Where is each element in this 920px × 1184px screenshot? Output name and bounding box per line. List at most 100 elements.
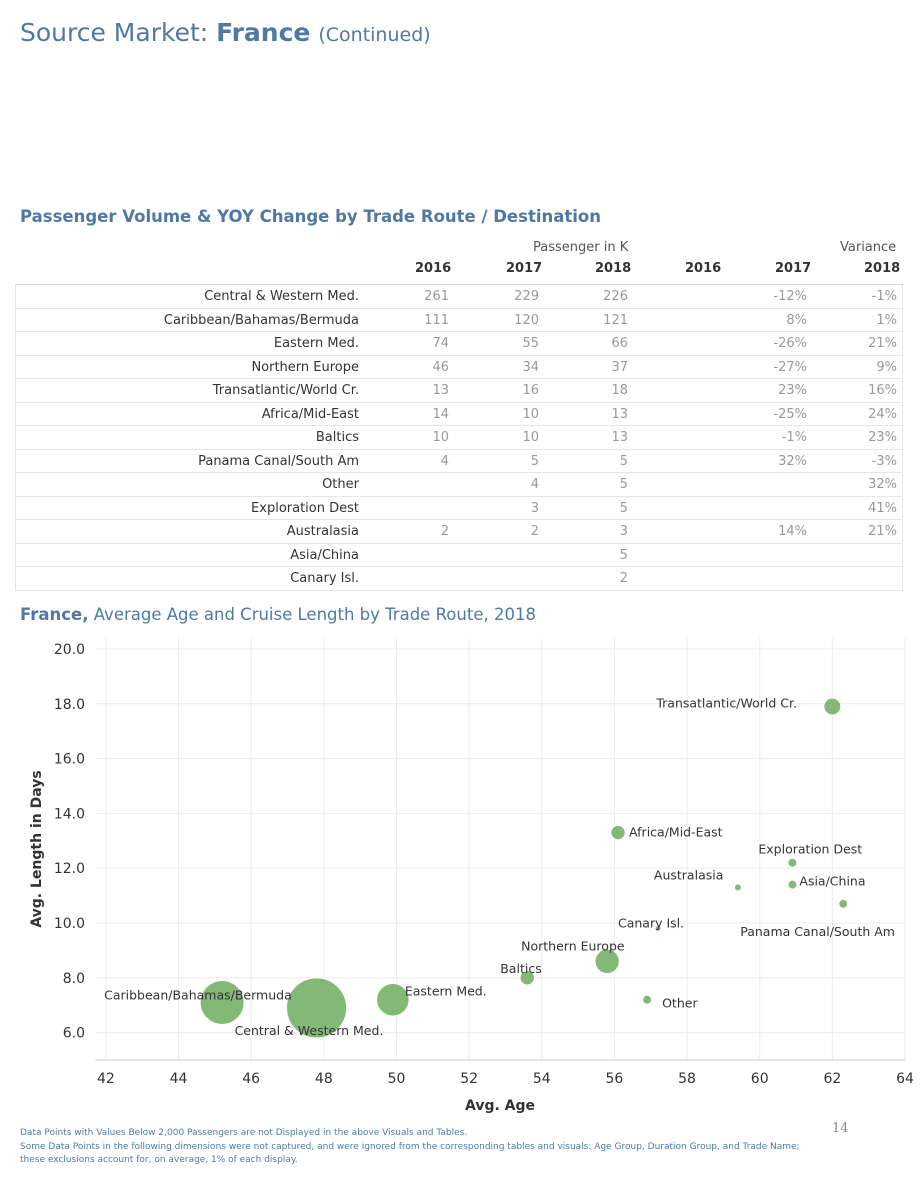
point-label: Central & Western Med.	[235, 1023, 384, 1038]
value-cell: 14	[432, 406, 449, 422]
data-point	[733, 883, 742, 892]
value-cell: 66	[611, 336, 628, 351]
route-name-cell: Transatlantic/World Cr.	[212, 383, 359, 398]
table-row: Asia/China 5	[15, 543, 903, 567]
x-tick-label: 56	[606, 1071, 624, 1087]
value-cell: 23%	[868, 430, 897, 445]
value-cell: 120	[514, 312, 539, 328]
year-header: 2018	[595, 261, 632, 276]
value-cell: 4	[530, 477, 539, 492]
y-tick-label: 10.0	[54, 916, 85, 932]
value-cell: 13	[432, 383, 449, 398]
value-cell: 5	[619, 500, 628, 516]
value-cell: 5	[619, 547, 628, 563]
point-label: Canary Isl.	[618, 915, 684, 930]
x-tick-label: 46	[242, 1071, 260, 1087]
x-tick-label: 42	[97, 1071, 115, 1087]
x-tick-label: 54	[533, 1071, 551, 1087]
table-row: Baltics 10 10 13 -1% 23%	[15, 426, 903, 450]
value-cell: 8%	[786, 312, 807, 328]
value-cell: 21%	[868, 336, 897, 351]
value-cell: 121	[603, 312, 628, 328]
value-cell: 10	[432, 430, 449, 445]
value-cell: 13	[611, 430, 628, 445]
value-cell: 32%	[868, 477, 897, 492]
x-tick-label: 50	[388, 1071, 406, 1087]
point-label: Transatlantic/World Cr.	[655, 696, 797, 711]
value-cell: 3	[619, 524, 628, 539]
value-cell: 9%	[876, 359, 897, 375]
value-cell: 41%	[868, 500, 897, 516]
point-label: Asia/China	[799, 874, 865, 889]
value-cell: -1%	[871, 289, 897, 304]
table-row: Africa/Mid-East 14 10 13 -25% 24%	[15, 402, 903, 426]
year-header: 2017	[775, 261, 812, 276]
table-row: Central & Western Med. 261 229 226 -12% -1%	[15, 285, 903, 309]
x-tick-label: 58	[678, 1071, 696, 1087]
year-header: 2016	[415, 261, 452, 276]
footnote-2: Some Data Points in the following dimens…	[20, 1142, 800, 1152]
value-cell: 5	[619, 453, 628, 469]
data-point	[642, 994, 653, 1005]
table-row: Other 4 5 32%	[15, 473, 903, 497]
table-row: Northern Europe 46 34 37 -27% 9%	[15, 355, 903, 379]
value-cell: 226	[603, 289, 628, 304]
route-name-cell: Other	[322, 477, 359, 492]
value-cell: 23%	[778, 383, 807, 398]
chart-title-market: France,	[20, 605, 89, 624]
value-cell: 55	[522, 336, 539, 351]
scatter-chart: 42 44 46 48 50 52 54 56 58 60 62 64 6.0 8.0 10.0 12.0 14…	[29, 638, 914, 1114]
table-group-header: Passenger in K Variance	[15, 240, 903, 262]
data-point	[823, 697, 842, 716]
value-cell: 46	[432, 359, 449, 375]
point-label: Exploration Dest	[758, 842, 862, 857]
value-cell: 32%	[778, 453, 807, 469]
route-name-cell: Central & Western Med.	[204, 289, 359, 304]
value-cell: 2	[619, 571, 628, 586]
table-body: Central & Western Med. 261 229 226 -12% -1% Ca…	[15, 284, 903, 591]
group-passenger-label: Passenger in K	[533, 240, 629, 255]
value-cell: 111	[424, 312, 449, 328]
group-variance-label: Variance	[840, 240, 897, 255]
value-cell: 261	[424, 289, 449, 304]
value-cell: 4	[440, 453, 449, 469]
chart-title-rest: Average Age and Cruise Length by Trade R…	[88, 605, 536, 624]
chart-section-title: France, Average Age and Cruise Length by…	[20, 605, 536, 624]
title-suffix: (Continued)	[318, 24, 431, 46]
data-point	[838, 898, 849, 909]
data-point	[286, 977, 348, 1039]
data-point	[610, 824, 626, 841]
data-point	[519, 970, 535, 986]
route-name-cell: Northern Europe	[251, 359, 359, 375]
footnote-3: these exclusions account for, on average…	[20, 1155, 298, 1165]
table-row: Caribbean/Bahamas/Bermuda 111 120 121 8% 1%	[15, 308, 903, 332]
y-tick-label: 12.0	[54, 861, 85, 877]
value-cell: 5	[530, 453, 539, 469]
value-cell: 3	[530, 500, 539, 516]
data-point	[787, 857, 798, 868]
value-cell: 10	[522, 430, 539, 445]
table-section-title: Passenger Volume & YOY Change by Trade R…	[20, 207, 601, 226]
year-header: 2016	[685, 261, 722, 276]
value-cell: 14%	[778, 524, 807, 539]
x-tick-label: 64	[896, 1071, 914, 1087]
route-name-cell: Eastern Med.	[273, 336, 359, 351]
value-cell: -3%	[871, 453, 897, 469]
year-header: 2018	[864, 261, 901, 276]
route-name-cell: Australasia	[286, 524, 359, 539]
value-cell: 2	[440, 524, 449, 539]
x-tick-label: 44	[170, 1071, 188, 1087]
point-label: Panama Canal/South Am	[740, 924, 895, 939]
route-name-cell: Africa/Mid-East	[261, 406, 359, 422]
value-cell: 24%	[868, 406, 897, 422]
value-cell: 37	[611, 359, 628, 375]
route-name-cell: Exploration Dest	[251, 500, 359, 516]
point-label: Other	[662, 996, 698, 1011]
point-label: Northern Europe	[521, 938, 625, 953]
value-cell: -26%	[773, 336, 807, 351]
year-header: 2017	[506, 261, 543, 276]
page-title: Source Market: France (Continued)	[20, 18, 431, 47]
route-name-cell: Canary Isl.	[290, 571, 359, 586]
value-cell: -27%	[773, 359, 807, 375]
table-row: Australasia 2 2 3 14% 21%	[15, 520, 903, 544]
